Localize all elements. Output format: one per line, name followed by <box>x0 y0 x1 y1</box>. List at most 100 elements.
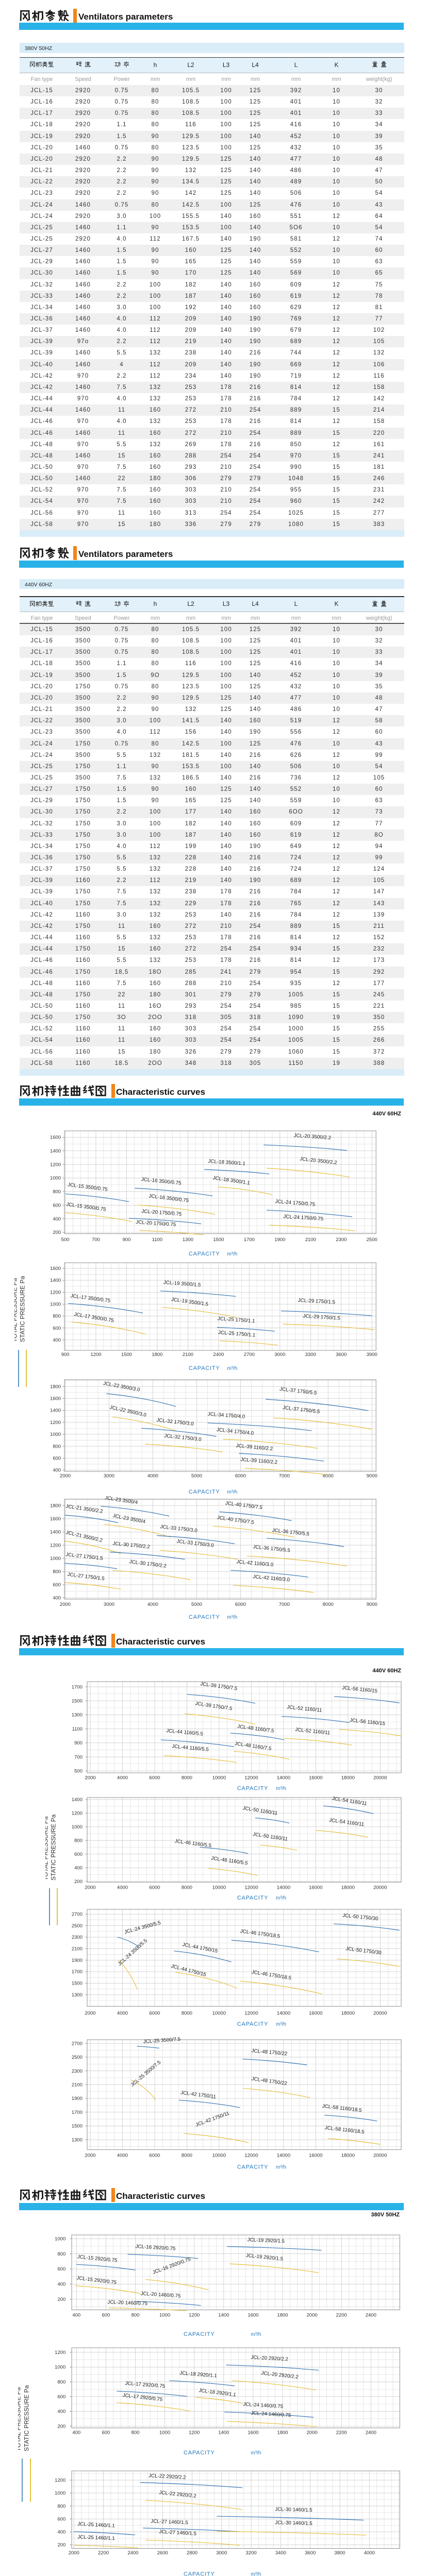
svg-text:800: 800 <box>53 1189 61 1195</box>
svg-text:20000: 20000 <box>373 2153 387 2158</box>
svg-text:2000: 2000 <box>60 1602 71 1607</box>
svg-text:JCL-30 1750/2.2: JCL-30 1750/2.2 <box>129 1559 167 1569</box>
svg-text:1300: 1300 <box>72 1992 83 1998</box>
svg-text:2300: 2300 <box>336 1237 347 1243</box>
svg-text:1500: 1500 <box>72 1981 83 1987</box>
svg-text:1700: 1700 <box>72 1969 83 1975</box>
svg-text:m³/h: m³/h <box>227 1366 237 1371</box>
svg-text:JCL-15 3500/0.75: JCL-15 3500/0.75 <box>66 1201 107 1212</box>
svg-text:400: 400 <box>57 2409 65 2415</box>
svg-text:JCL-50 1160/11: JCL-50 1160/11 <box>242 1805 278 1816</box>
svg-text:CAPACITY: CAPACITY <box>189 1365 220 1371</box>
svg-text:400: 400 <box>53 1596 61 1601</box>
svg-text:JCL-17 3500/0.75: JCL-17 3500/0.75 <box>70 1293 111 1304</box>
svg-text:16000: 16000 <box>309 2010 322 2016</box>
svg-text:JCL-25 1460/1.1: JCL-25 1460/1.1 <box>77 2521 115 2529</box>
svg-text:CAPACITY: CAPACITY <box>189 1489 220 1495</box>
svg-text:JCL-16 2920/0.75: JCL-16 2920/0.75 <box>152 2257 192 2276</box>
svg-text:600: 600 <box>53 1582 61 1588</box>
svg-text:2000: 2000 <box>60 1473 71 1479</box>
svg-text:2100: 2100 <box>305 1237 316 1243</box>
svg-text:JCL-46 1750/18.5: JCL-46 1750/18.5 <box>240 1928 281 1939</box>
svg-text:1400: 1400 <box>50 1148 61 1154</box>
svg-text:800: 800 <box>57 2503 65 2509</box>
svg-text:JCL-20 1460/0.75: JCL-20 1460/0.75 <box>140 2291 181 2299</box>
svg-text:JCL-16 2920/0.75: JCL-16 2920/0.75 <box>135 2244 176 2252</box>
svg-text:1700: 1700 <box>72 1684 83 1690</box>
svg-text:JCL-20 2920/2.2: JCL-20 2920/2.2 <box>251 2354 288 2362</box>
svg-text:6000: 6000 <box>235 1473 246 1479</box>
svg-text:400: 400 <box>57 2282 65 2287</box>
svg-text:JCL-39 1160/2.2: JCL-39 1160/2.2 <box>236 1443 273 1452</box>
svg-text:2000: 2000 <box>307 2313 318 2318</box>
svg-text:CAPACITY: CAPACITY <box>237 2164 269 2170</box>
svg-text:JCL-18 2920/1.1: JCL-18 2920/1.1 <box>179 2370 217 2379</box>
svg-text:JCL-15 3500/0.75: JCL-15 3500/0.75 <box>68 1182 108 1192</box>
svg-text:200: 200 <box>53 1230 61 1235</box>
svg-text:1200: 1200 <box>72 1811 83 1817</box>
svg-text:JCL-20 2920/2.2: JCL-20 2920/2.2 <box>261 2370 299 2380</box>
svg-text:2400: 2400 <box>366 2313 376 2318</box>
svg-text:1900: 1900 <box>274 1237 285 1243</box>
svg-text:2700: 2700 <box>244 1352 255 1358</box>
svg-text:1300: 1300 <box>183 1237 193 1243</box>
svg-text:200: 200 <box>57 2297 65 2302</box>
svg-text:6000: 6000 <box>235 1602 246 1607</box>
svg-text:8000: 8000 <box>323 1602 334 1607</box>
svg-text:600: 600 <box>102 2430 110 2435</box>
svg-text:JCL-48 1160/7.5: JCL-48 1160/7.5 <box>237 1724 275 1734</box>
svg-text:20000: 20000 <box>373 1885 387 1891</box>
svg-text:500: 500 <box>61 1237 70 1243</box>
svg-text:JCL-46 1750/18.5: JCL-46 1750/18.5 <box>251 1969 292 1981</box>
svg-text:18000: 18000 <box>341 2153 355 2158</box>
svg-text:7000: 7000 <box>279 1602 290 1607</box>
svg-text:12000: 12000 <box>244 1775 258 1781</box>
svg-text:JCL-25 1460/1.1: JCL-25 1460/1.1 <box>77 2534 115 2541</box>
svg-text:JCL-40 1750/7.5: JCL-40 1750/7.5 <box>217 1515 255 1526</box>
svg-text:JCL-16 3500/0.75: JCL-16 3500/0.75 <box>149 1193 189 1204</box>
svg-text:JCL-24 1460/0.75: JCL-24 1460/0.75 <box>251 2411 291 2419</box>
svg-text:2200: 2200 <box>336 2430 347 2435</box>
svg-text:400: 400 <box>53 1468 61 1473</box>
svg-text:900: 900 <box>122 1237 130 1243</box>
svg-text:JCL-27 1460/1.5: JCL-27 1460/1.5 <box>159 2529 196 2537</box>
svg-text:TOTAL PRESSURE Pa: TOTAL PRESSURE Pa <box>14 1278 19 1342</box>
svg-text:1000: 1000 <box>55 2490 65 2496</box>
svg-text:1200: 1200 <box>189 2313 200 2318</box>
svg-text:4000: 4000 <box>147 1602 158 1607</box>
svg-text:JCL-27 1750/1.5: JCL-27 1750/1.5 <box>67 1572 105 1582</box>
svg-text:m³/h: m³/h <box>251 2450 261 2456</box>
svg-text:800: 800 <box>131 2430 140 2435</box>
svg-text:JCL-36 1750/5.5: JCL-36 1750/5.5 <box>272 1528 310 1537</box>
svg-text:1200: 1200 <box>50 1543 61 1548</box>
svg-text:400: 400 <box>74 1866 83 1871</box>
svg-text:3000: 3000 <box>104 1473 114 1479</box>
svg-text:3000: 3000 <box>104 1602 114 1607</box>
svg-text:STATIC PRESSURE Pa: STATIC PRESSURE Pa <box>23 2385 30 2451</box>
svg-text:2100: 2100 <box>183 1352 193 1358</box>
svg-text:6000: 6000 <box>149 1775 160 1781</box>
svg-text:CAPACITY: CAPACITY <box>184 2331 215 2337</box>
svg-text:14000: 14000 <box>277 1885 290 1891</box>
svg-text:1000: 1000 <box>159 2313 170 2318</box>
svg-text:m³/h: m³/h <box>276 1895 286 1901</box>
svg-text:STATIC PRESSURE Pa: STATIC PRESSURE Pa <box>50 1814 57 1880</box>
svg-text:1000: 1000 <box>50 1302 61 1308</box>
svg-text:16000: 16000 <box>309 2153 322 2158</box>
svg-text:4000: 4000 <box>117 1775 128 1781</box>
svg-text:2700: 2700 <box>72 2041 83 2046</box>
svg-text:2300: 2300 <box>72 2069 83 2074</box>
svg-text:JCL-23 3500/4: JCL-23 3500/4 <box>105 1495 139 1505</box>
svg-text:1400: 1400 <box>72 1797 83 1803</box>
svg-text:1000: 1000 <box>72 1824 83 1830</box>
svg-text:1400: 1400 <box>218 2313 229 2318</box>
svg-text:1000: 1000 <box>50 1556 61 1562</box>
svg-text:CAPACITY: CAPACITY <box>184 2450 215 2456</box>
svg-text:18000: 18000 <box>341 1775 355 1781</box>
svg-text:JCL-42 1160/3.0: JCL-42 1160/3.0 <box>236 1559 274 1568</box>
svg-text:800: 800 <box>57 2379 65 2385</box>
svg-text:JCL-48 1750/22: JCL-48 1750/22 <box>251 2048 287 2057</box>
svg-text:600: 600 <box>57 2394 65 2400</box>
svg-text:9000: 9000 <box>367 1602 377 1607</box>
svg-text:400: 400 <box>57 2530 65 2535</box>
